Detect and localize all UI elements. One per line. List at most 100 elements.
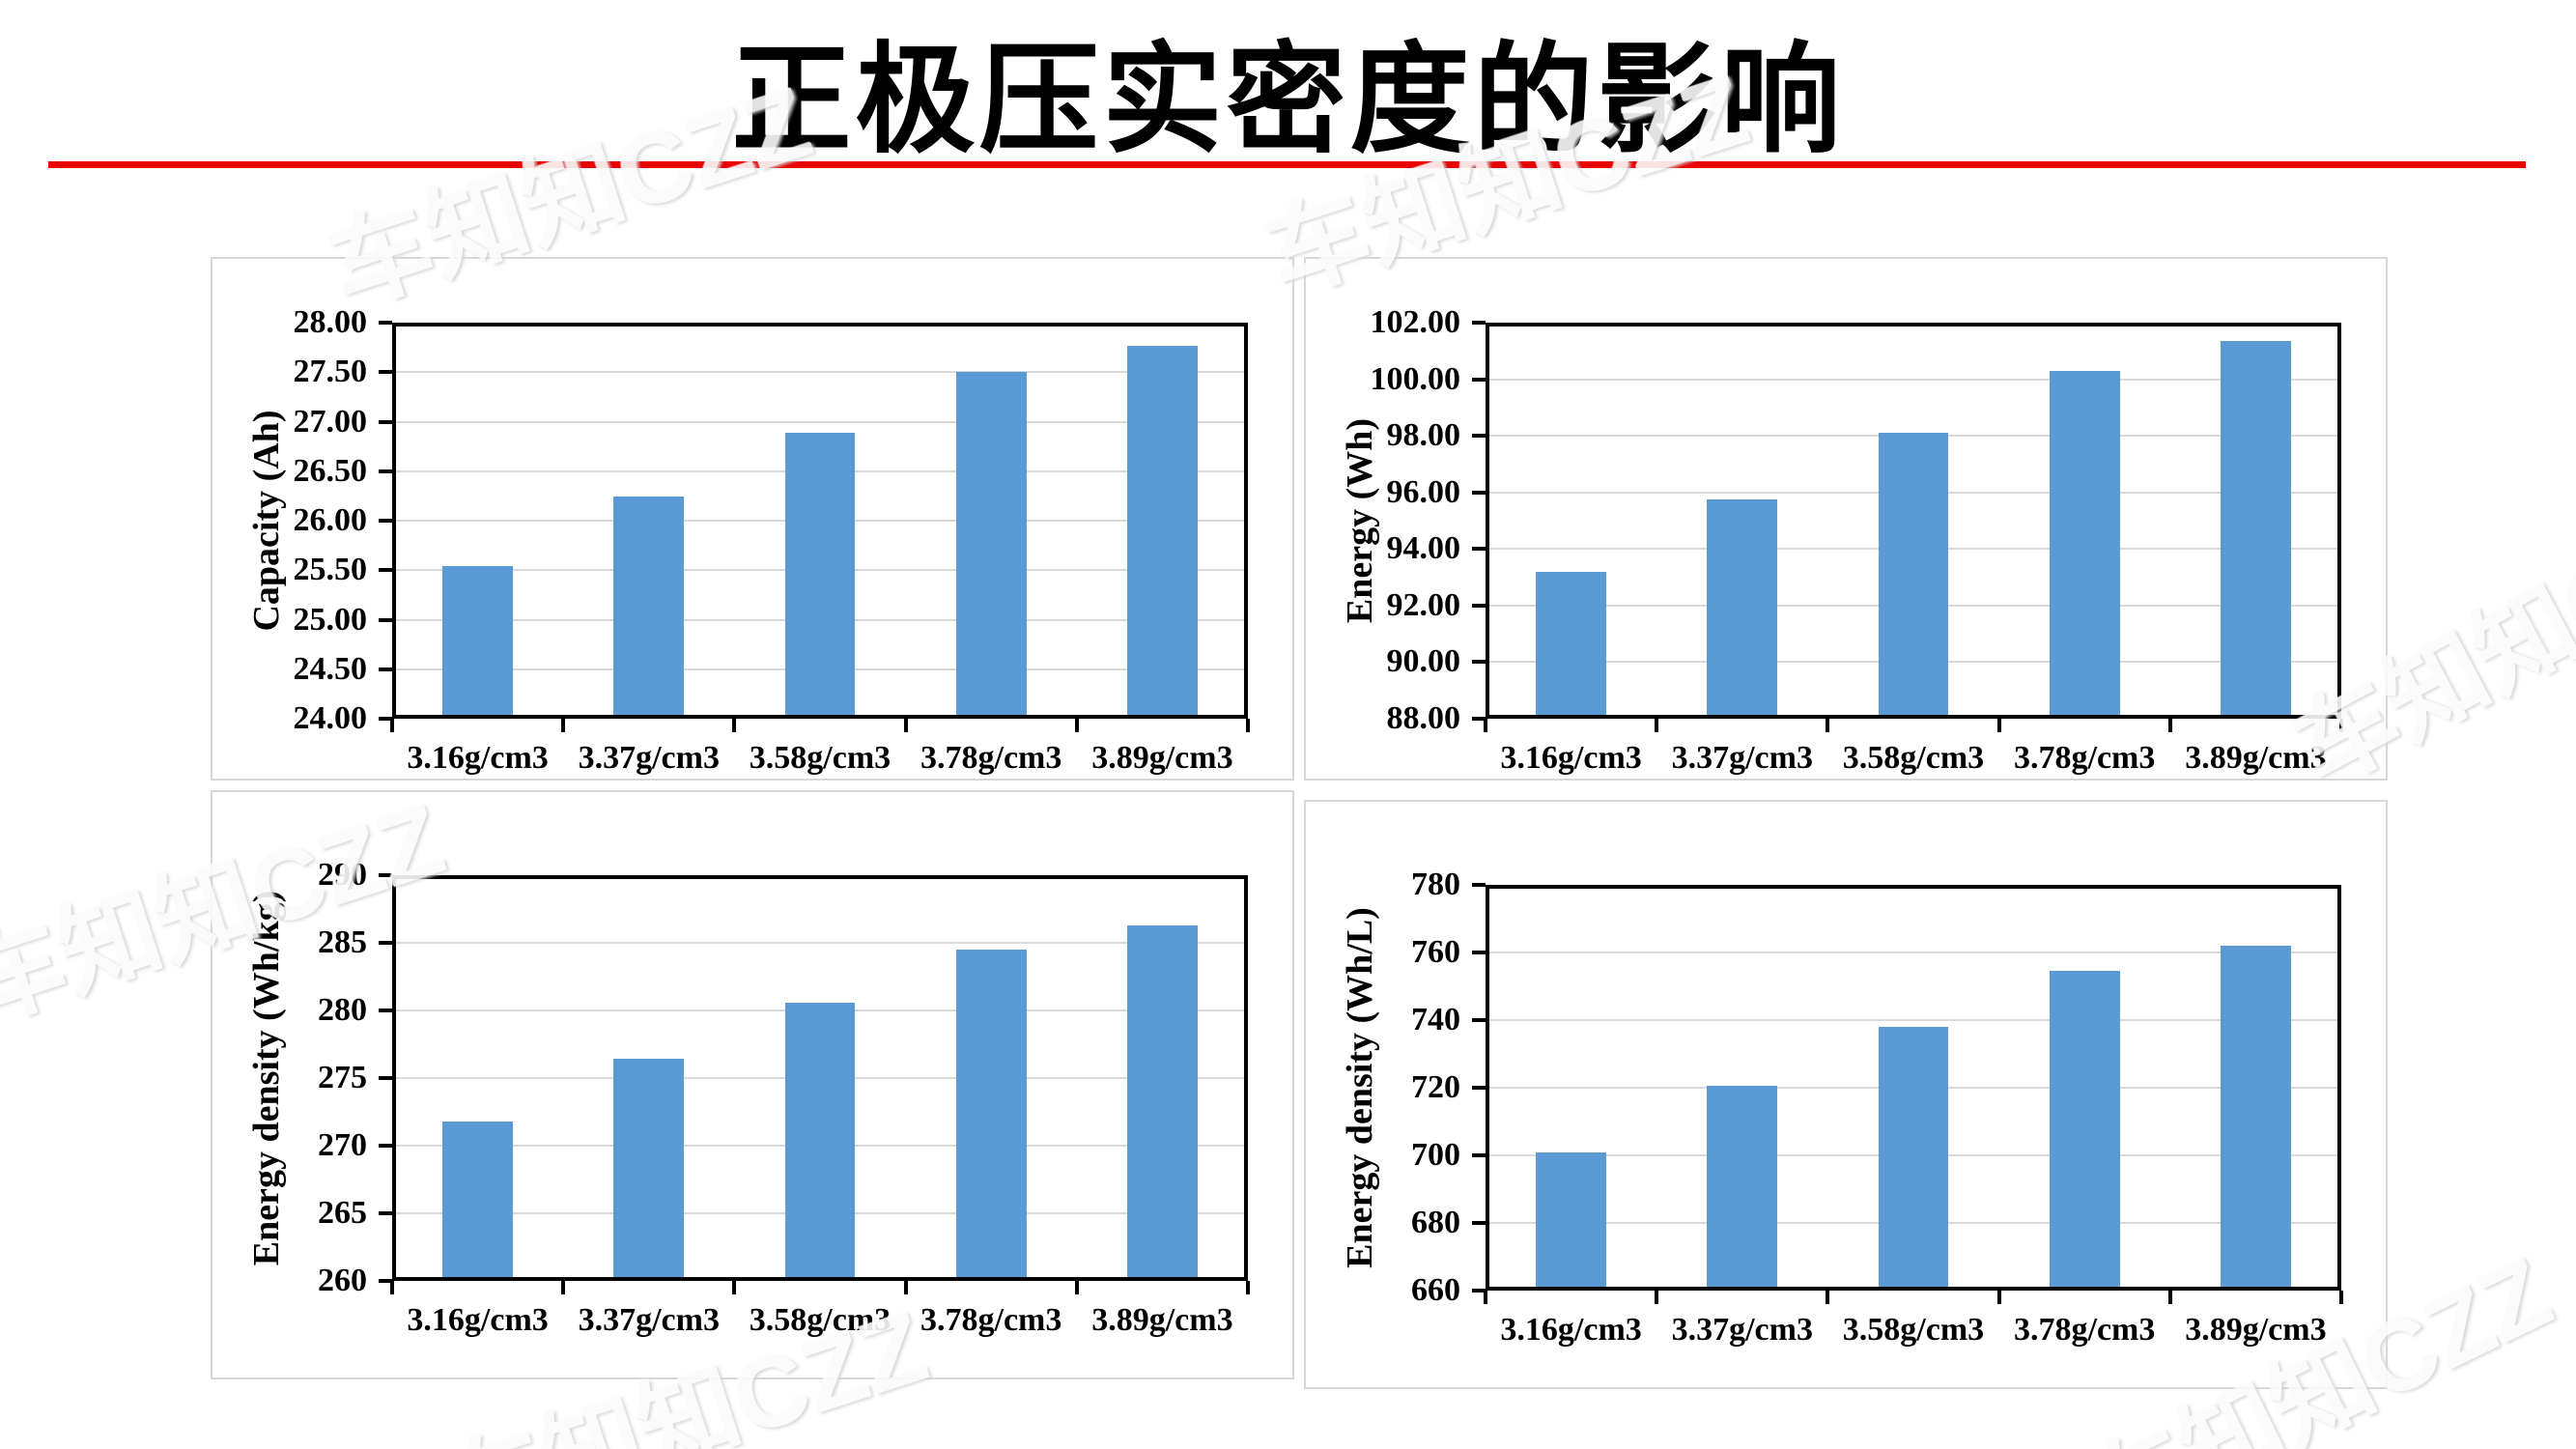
bar-3.89g/cm3 [2221,946,2291,1291]
x-tick-mark [1996,1291,2001,1304]
y-tick-mark [1472,951,1486,954]
y-gridline [392,420,1248,423]
y-tick-mark [1472,1086,1486,1090]
y-tick-mark [379,321,392,325]
y-tick-mark [1472,1289,1486,1293]
y-tick-mark [379,419,392,424]
x-category-label: 3.89g/cm3 [2185,1312,2327,1348]
y-tick-mark [1472,717,1486,721]
y-tick-label: 290 [318,857,367,893]
x-category-label: 3.89g/cm3 [2185,740,2327,776]
bar-3.89g/cm3 [1127,345,1198,719]
x-category-label: 3.58g/cm3 [1842,740,1985,776]
y-gridline [1486,952,2341,953]
x-category-label: 3.78g/cm3 [920,740,1062,776]
x-tick-mark [1074,1281,1079,1294]
x-tick-mark [1246,1281,1250,1294]
chart-energy-density-volumetric: 660 680 700 720 740 760 780 3.16g/cm3 3.37g/cm3 3… [1306,802,2386,1387]
x-category-label: 3.16g/cm3 [1500,1312,1642,1348]
y-tick-label: 780 [1411,867,1460,902]
bar-3.58g/cm3 [1878,1027,1949,1291]
y-tick-label: 265 [318,1195,367,1231]
bar-3.16g/cm3 [442,566,513,719]
bar-3.78g/cm3 [2049,370,2120,719]
y-tick-mark [379,519,392,523]
y-tick-label: 760 [1411,934,1460,970]
y-tick-mark [1472,377,1486,382]
chart-energy: 88.00 90.00 92.00 94.00 96.00 98.00 100.00 102.… [1306,259,2386,779]
y-gridline [392,942,1248,944]
y-tick-mark [379,568,392,573]
y-tick-mark [1472,883,1486,887]
y-tick-mark [1472,1221,1486,1225]
plot-area [1486,885,2341,1291]
y-tick-mark [1472,547,1486,552]
x-tick-mark [1246,719,1250,732]
x-tick-mark [390,719,394,732]
bar-3.16g/cm3 [442,1121,513,1281]
y-tick-mark [1472,490,1486,495]
y-tick-mark [379,617,392,622]
y-tick-label: 26.50 [293,452,368,489]
x-category-label: 3.78g/cm3 [2014,1312,2156,1348]
x-category-label: 3.58g/cm3 [749,1302,892,1338]
y-tick-mark [1472,603,1486,608]
page-title: 正极压实密度的影响 [731,34,1845,167]
y-gridline [392,371,1248,374]
x-category-label: 3.16g/cm3 [407,1302,549,1338]
y-tick-label: 24.00 [293,700,368,736]
y-tick-mark [379,941,392,945]
x-category-label: 3.58g/cm3 [749,740,892,776]
x-tick-mark [561,1281,566,1294]
y-tick-label: 260 [318,1263,367,1298]
y-tick-mark [1472,1153,1486,1157]
chart-panel-energy-density-volumetric: 660 680 700 720 740 760 780 3.16g/cm3 3.37g/cm3 3… [1304,800,2388,1389]
x-tick-mark [1074,719,1079,732]
bar-3.37g/cm3 [1707,499,1778,719]
y-tick-label: 26.00 [293,502,368,538]
y-tick-label: 660 [1411,1272,1460,1308]
x-category-label: 3.58g/cm3 [1842,1312,1985,1348]
y-gridline [1486,378,2341,381]
bar-3.89g/cm3 [2221,341,2291,719]
y-tick-label: 96.00 [1386,473,1461,510]
y-axis-title: Energy (Wh) [1340,417,1380,624]
bar-3.37g/cm3 [1707,1086,1778,1291]
y-tick-mark [379,1211,392,1215]
y-tick-mark [379,1076,392,1080]
x-tick-mark [903,719,908,732]
y-tick-label: 740 [1411,1002,1460,1037]
bar-3.16g/cm3 [1536,571,1606,719]
y-tick-label: 25.00 [293,601,368,638]
x-category-label: 3.37g/cm3 [578,1302,720,1338]
y-tick-label: 88.00 [1386,700,1461,736]
y-tick-mark [379,667,392,671]
title-underline [48,161,2526,168]
x-category-label: 3.89g/cm3 [1091,740,1233,776]
y-tick-label: 98.00 [1386,417,1461,454]
bar-3.58g/cm3 [784,1002,856,1281]
y-tick-mark [379,469,392,473]
x-tick-mark [1484,719,1487,732]
y-tick-label: 90.00 [1386,643,1461,680]
y-tick-mark [379,1279,392,1283]
bar-3.78g/cm3 [955,372,1027,719]
chart-panel-energy-density-gravimetric: 260 265 270 275 280 285 290 3.16g/cm3 3.37g/cm3 3… [211,790,1294,1379]
y-tick-label: 700 [1411,1137,1460,1173]
y-tick-label: 94.00 [1386,530,1461,567]
x-category-label: 3.89g/cm3 [1091,1302,1233,1338]
x-tick-mark [2167,1291,2172,1304]
y-tick-label: 285 [318,924,367,960]
y-tick-label: 92.00 [1386,586,1461,623]
y-axis-title: Energy density (Wh/L) [1340,907,1380,1268]
x-category-label: 3.37g/cm3 [578,740,720,776]
y-tick-label: 102.00 [1370,304,1461,340]
x-tick-mark [1826,1291,1830,1304]
bar-3.78g/cm3 [2049,971,2120,1291]
y-tick-mark [1472,321,1486,325]
y-tick-label: 27.50 [293,354,368,390]
y-tick-label: 100.00 [1370,360,1461,397]
x-category-label: 3.78g/cm3 [920,1302,1062,1338]
x-category-label: 3.16g/cm3 [1500,740,1642,776]
x-category-label: 3.16g/cm3 [407,740,549,776]
